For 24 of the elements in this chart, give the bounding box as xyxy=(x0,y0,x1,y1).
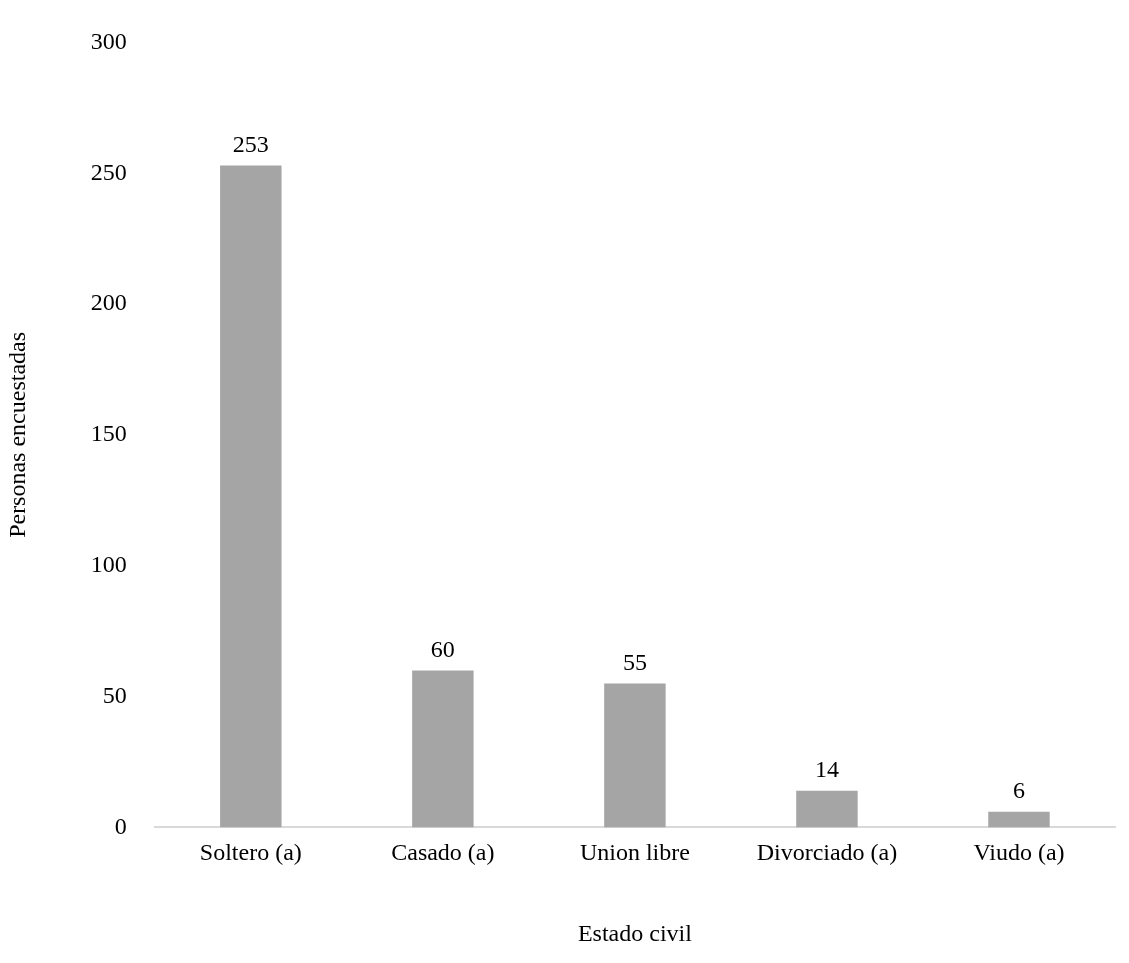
data-label: 14 xyxy=(814,756,839,783)
y-tick-label: 150 xyxy=(90,420,127,447)
bar xyxy=(604,683,666,828)
bar xyxy=(988,811,1050,828)
bar xyxy=(796,790,858,828)
x-tick-label: Soltero (a) xyxy=(199,839,302,866)
data-label: 60 xyxy=(430,635,455,662)
data-label: 55 xyxy=(622,648,647,675)
bar xyxy=(220,165,282,828)
y-tick-label: 250 xyxy=(90,158,127,185)
x-tick-label: Union libre xyxy=(579,839,690,866)
y-tick-label: 200 xyxy=(90,289,127,316)
x-tick-label: Divorciado (a) xyxy=(756,839,898,866)
x-axis-title: Estado civil xyxy=(577,919,693,946)
data-label: 253 xyxy=(232,130,269,157)
y-tick-label: 300 xyxy=(90,27,127,54)
bar xyxy=(412,670,474,828)
y-tick-label: 50 xyxy=(102,681,127,708)
y-axis-title: Personas encuestadas xyxy=(3,331,30,538)
data-label: 6 xyxy=(1012,777,1025,803)
y-tick-label: 0 xyxy=(114,812,127,839)
y-tick-label: 100 xyxy=(90,551,127,578)
x-tick-label: Casado (a) xyxy=(391,839,495,866)
x-tick-label: Viudo (a) xyxy=(973,839,1065,866)
